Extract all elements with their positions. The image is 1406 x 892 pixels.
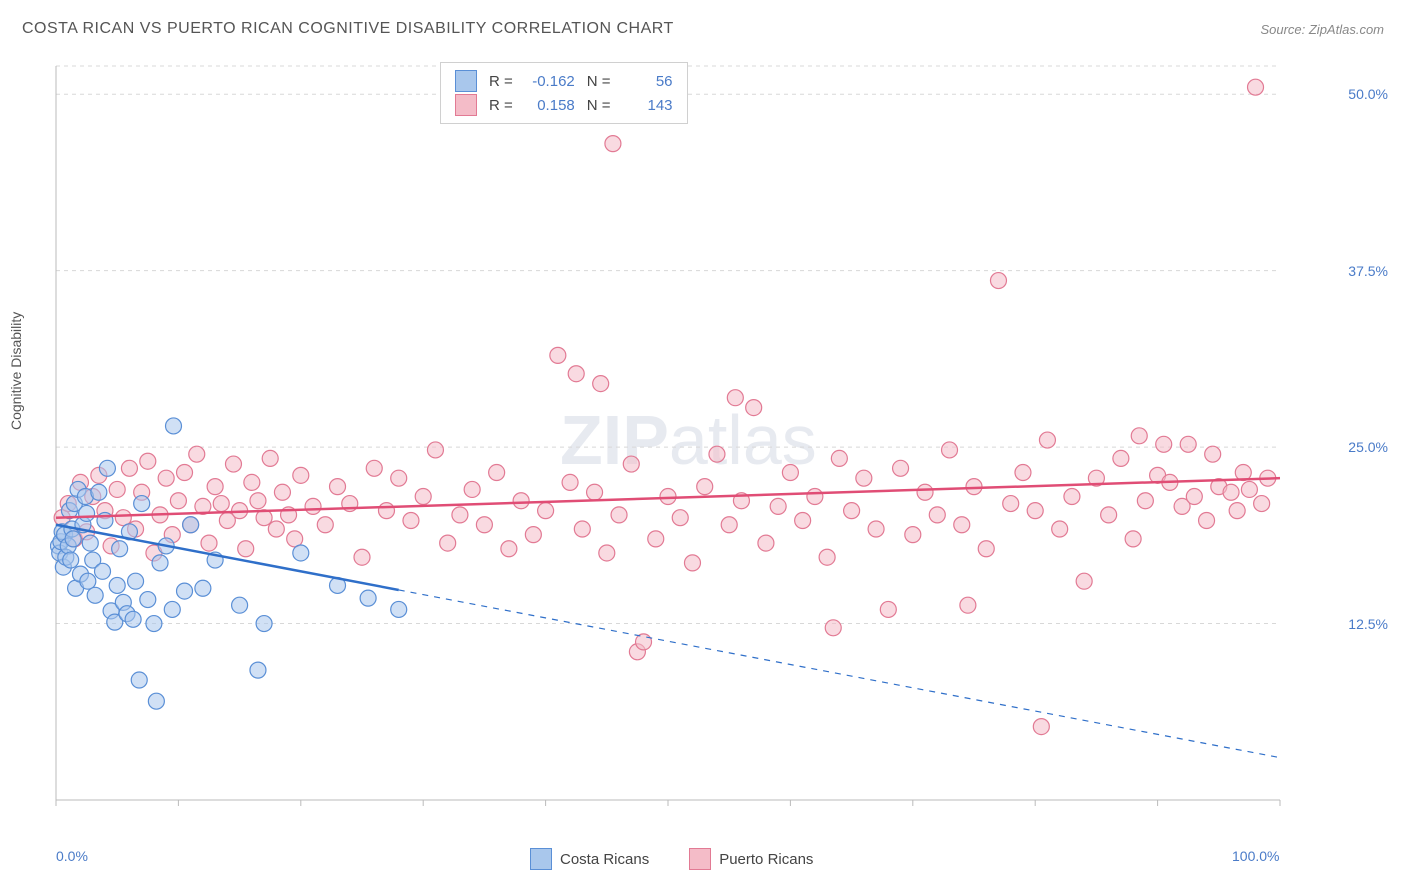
r-label: R = [489,97,513,114]
legend-item: Costa Ricans [530,848,649,870]
series-legend: Costa Ricans Puerto Ricans [530,848,813,870]
legend-label: Puerto Ricans [719,851,813,868]
plot-svg [50,60,1340,820]
y-tick-label: 12.5% [1348,616,1388,632]
legend-swatch-pink [455,94,477,116]
n-value-0: 56 [619,73,673,90]
stats-legend-row: R = 0.158 N = 143 [455,93,673,117]
source-attribution: Source: ZipAtlas.com [1260,22,1384,37]
n-value-1: 143 [619,97,673,114]
legend-label: Costa Ricans [560,851,649,868]
r-label: R = [489,73,513,90]
y-tick-label: 50.0% [1348,86,1388,102]
y-axis-label: Cognitive Disability [8,312,24,430]
legend-swatch-pink [689,848,711,870]
y-tick-label: 25.0% [1348,439,1388,455]
x-tick-label: 100.0% [1232,848,1279,864]
scatter-plot [50,60,1340,820]
y-tick-label: 37.5% [1348,263,1388,279]
x-tick-label: 0.0% [56,848,88,864]
stats-legend-row: R = -0.162 N = 56 [455,69,673,93]
r-value-0: -0.162 [521,73,575,90]
n-label: N = [587,97,611,114]
stats-legend: R = -0.162 N = 56 R = 0.158 N = 143 [440,62,688,124]
r-value-1: 0.158 [521,97,575,114]
legend-item: Puerto Ricans [689,848,813,870]
chart-title: COSTA RICAN VS PUERTO RICAN COGNITIVE DI… [22,20,674,38]
legend-swatch-blue [530,848,552,870]
legend-swatch-blue [455,70,477,92]
n-label: N = [587,73,611,90]
